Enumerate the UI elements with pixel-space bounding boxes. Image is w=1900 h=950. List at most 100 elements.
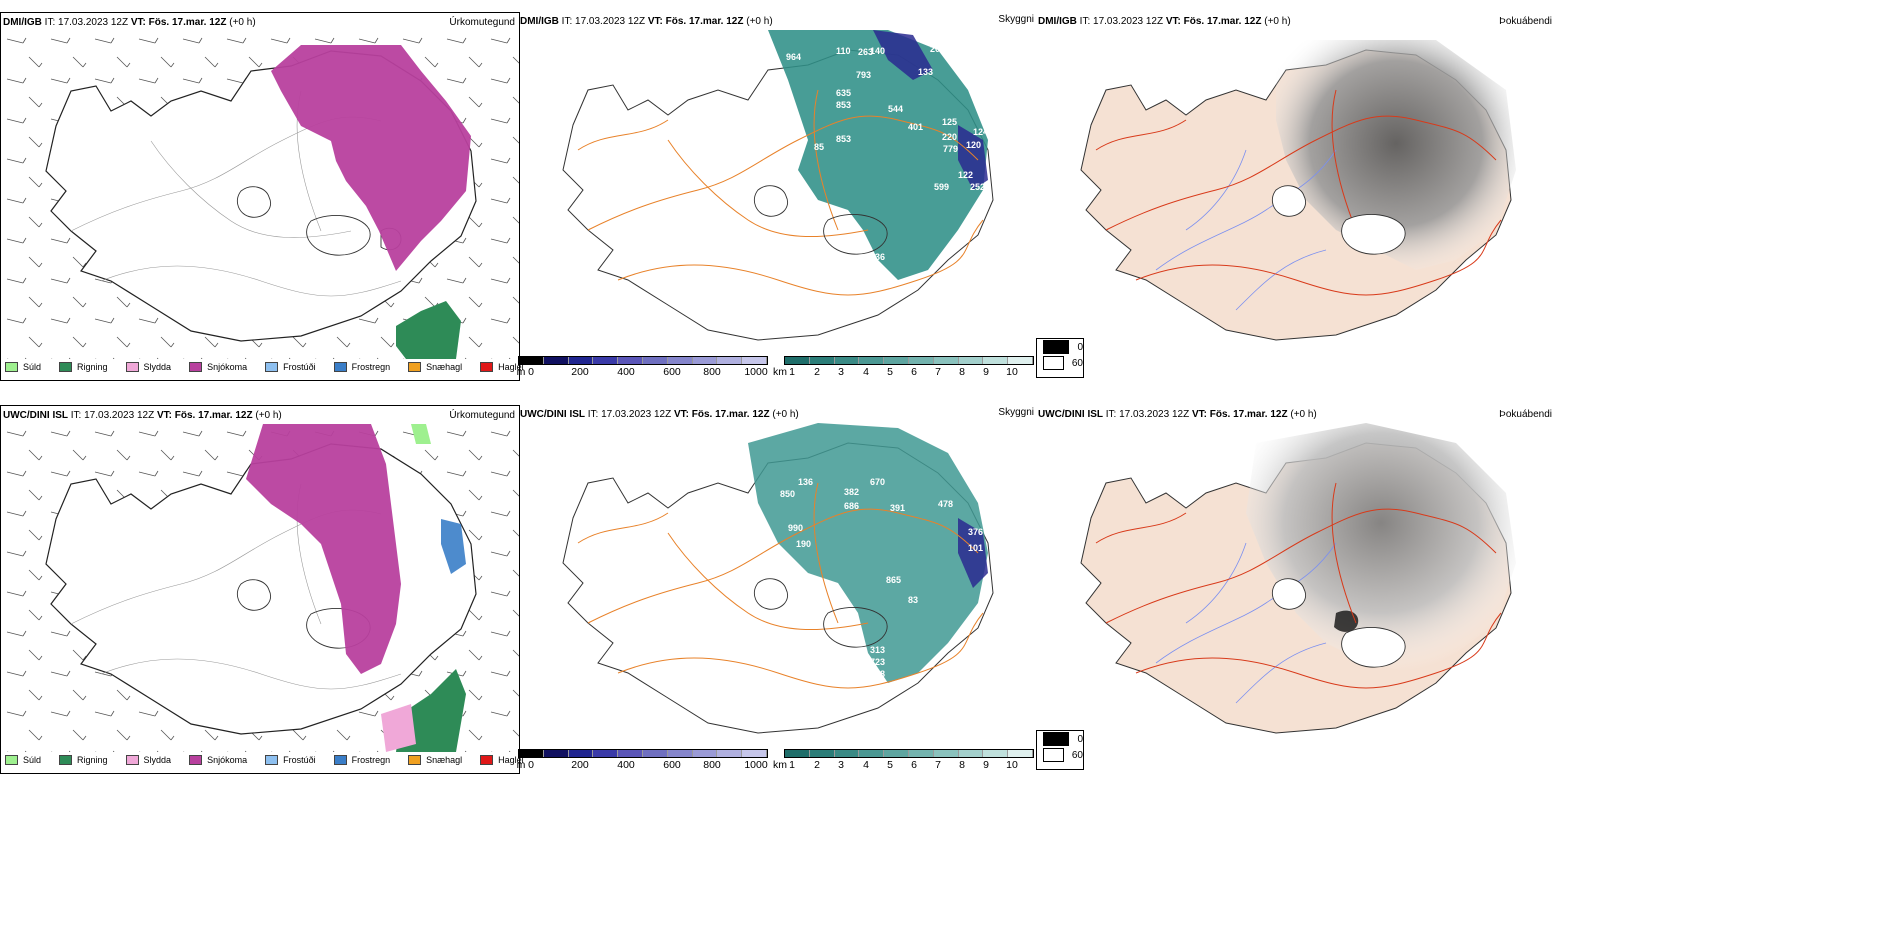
cloud-base-value: 779 [943, 144, 958, 154]
fog-legend-bottom: 0 60 [1036, 730, 1084, 770]
fog-title: Þokuábendi [1499, 409, 1552, 420]
visibility-cells [784, 749, 1034, 758]
cloud-base-value: 125 [942, 117, 957, 127]
cloud-base-value: 101 [968, 543, 983, 553]
it-value: 17.03.2023 12Z [575, 16, 646, 27]
cloud-base-value: 865 [886, 575, 901, 585]
it-label: IT: [70, 410, 82, 421]
rain-swatch [59, 755, 73, 765]
tick-600: 600 [663, 366, 681, 378]
cloud-base-value: 382 [844, 487, 859, 497]
cloud-base-value: 391 [890, 503, 905, 513]
model-name: DMI/IGB [520, 16, 559, 27]
glaciers [1272, 578, 1406, 668]
cloud-base-value: 964 [786, 52, 801, 62]
visibility-cell [884, 750, 909, 757]
cloud-base-value: 313 [870, 645, 885, 655]
precip-panel-top: DMI/IGB IT: 17.03.2023 12Z VT: Fös. 17.m… [0, 12, 524, 381]
cloud-base-value: 140 [870, 46, 885, 56]
cloud-base-value: 200 [930, 44, 945, 54]
model-name: UWC/DINI ISL [1038, 409, 1103, 420]
cloud-base-value: 686 [844, 501, 859, 511]
cloud-base-cell [543, 357, 569, 364]
glaciers [1272, 185, 1406, 255]
cloud-base-value: 793 [856, 70, 871, 80]
snow-area [271, 45, 471, 271]
cloud-base-colorbar: m 0 200 400 600 800 1000 [517, 749, 768, 777]
legend-item-rain: Rigning [59, 755, 108, 765]
vt-label: VT: [1165, 16, 1181, 27]
cloud-base-value: 478 [938, 499, 953, 509]
snow-swatch [189, 755, 203, 765]
freezing-drizzle-swatch [265, 362, 279, 372]
forecast-offset: (+0 h) [1264, 16, 1291, 27]
drizzle-area [411, 424, 431, 444]
low-cloud-area-east [958, 518, 988, 588]
model-name: UWC/DINI ISL [3, 410, 68, 421]
vt-value: Fös. 17.mar. 12Z [691, 409, 770, 420]
roads-orange [577, 89, 984, 296]
freezing-rain-swatch [333, 362, 347, 372]
precip-panel-bottom: UWC/DINI ISL IT: 17.03.2023 12Z VT: Fös.… [0, 405, 524, 774]
it-value: 17.03.2023 12Z [58, 17, 129, 28]
panel-header: UWC/DINI ISL IT: 17.03.2023 12Z VT: Fös.… [3, 410, 282, 421]
panel-header: UWC/DINI ISL IT: 17.03.2023 12Z VT: Fös.… [520, 409, 799, 420]
visibility-cell [1008, 750, 1033, 757]
unit-label: m [516, 366, 526, 378]
cloud-base-value: 124 [973, 127, 988, 137]
cloud-base-value: 536 [870, 252, 885, 262]
vt-label: VT: [156, 410, 172, 421]
snow-pellets-swatch [408, 362, 422, 372]
visibility-cell [809, 750, 835, 757]
it-label: IT: [561, 16, 573, 27]
visibility-cell [958, 357, 984, 364]
cloud-base-value: 158 [870, 669, 885, 679]
roads-red [1095, 482, 1502, 689]
precip-title: Úrkomutegund [449, 410, 515, 421]
legend-item-drizzle: Súld [5, 755, 41, 765]
drizzle-swatch [5, 362, 18, 372]
vt-label: VT: [1191, 409, 1207, 420]
sleet-swatch [125, 362, 139, 372]
forecast-offset: (+0 h) [255, 410, 282, 421]
cloud-base-cell [642, 750, 668, 757]
it-label: IT: [1079, 16, 1091, 27]
low-cloud-area [873, 30, 933, 80]
legend-item-freezing-rain: Frostregn [333, 755, 390, 765]
tick-400: 400 [617, 366, 635, 378]
precip-legend: Súld Rigning Slydda Snjókoma Frostúði Fr… [5, 360, 542, 374]
snow-pellets-swatch [408, 755, 422, 765]
cloud-base-cell [742, 750, 767, 757]
cloud-base-value: 220 [942, 132, 957, 142]
cloud-title: Skyggni [998, 14, 1034, 25]
cloud-base-cell [692, 750, 718, 757]
sleet-area [381, 704, 416, 752]
panel-header: DMI/IGB IT: 17.03.2023 12Z VT: Fös. 17.m… [520, 16, 773, 27]
legend-item-hail: Haglél [480, 755, 524, 765]
snow-swatch [189, 362, 203, 372]
visibility-area [768, 30, 988, 280]
legend-item-freezing-rain: Frostregn [333, 362, 390, 372]
vt-value: Fös. 17.mar. 12Z [1209, 409, 1288, 420]
cloud-base-cells [518, 356, 768, 365]
visibility-cells [784, 356, 1034, 365]
freezing-rain-area [441, 519, 466, 574]
cloud-base-cell [717, 750, 743, 757]
visibility-cell [834, 357, 860, 364]
cloud-base-value: 670 [870, 477, 885, 487]
cloud-base-cells [518, 749, 768, 758]
fog-panel-top: DMI/IGB IT: 17.03.2023 12Z VT: Fös. 17.m… [1036, 12, 1554, 341]
fog-swatch-0 [1043, 732, 1070, 746]
cloud-base-cell [717, 357, 743, 364]
low-cloud-area-east [958, 125, 988, 190]
visibility-cell [834, 750, 860, 757]
rain-area [396, 301, 461, 359]
drizzle-swatch [5, 755, 18, 765]
cloud-base-value: 599 [934, 182, 949, 192]
panel-header: UWC/DINI ISL IT: 17.03.2023 12Z VT: Fös.… [1038, 409, 1317, 420]
cloud-base-value: 190 [796, 539, 811, 549]
visibility-ticks: km 1 2 3 4 5 6 7 8 9 10 [773, 759, 1018, 771]
forecast-offset: (+0 h) [1290, 409, 1317, 420]
tick-1000: 1000 [744, 366, 768, 378]
